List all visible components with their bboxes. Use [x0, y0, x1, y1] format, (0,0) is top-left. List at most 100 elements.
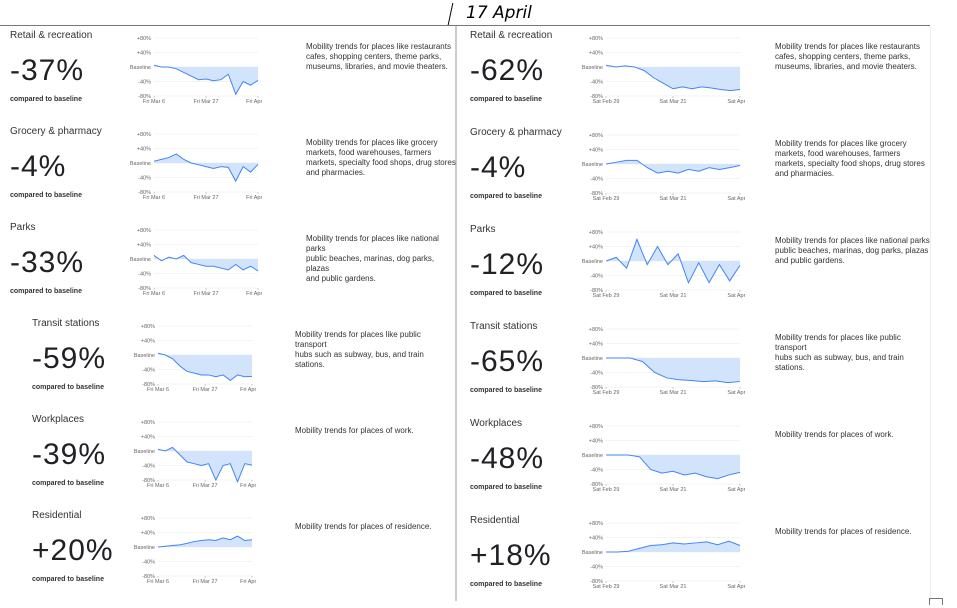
category-description: Mobility trends for places like national… [775, 236, 930, 265]
compared-label: compared to baseline [32, 480, 104, 487]
y-tick-label: +40% [589, 439, 603, 445]
trend-area [158, 536, 252, 547]
category-card: Parks -33% compared to baseline Mobility… [0, 218, 455, 314]
category-card: Workplaces -39% compared to baseline Mob… [0, 410, 455, 506]
trend-chart: +80% +40% Baseline -40% -80%Sat Feb 29 Sat Ma… [582, 327, 745, 396]
category-title: Parks [470, 224, 496, 235]
category-description: Mobility trends for places of residence. [775, 527, 912, 536]
x-tick-label: Fri Apr 17 [240, 387, 257, 393]
x-tick-label: Sat Apr 11 [727, 293, 745, 299]
y-tick-label: -40% [142, 368, 155, 374]
y-tick-label: -40% [590, 274, 603, 280]
trend-area [606, 541, 740, 552]
y-tick-label: -40% [138, 272, 151, 278]
trend-chart: +80% +40% Baseline -40% -80%Sat Feb 29 Sat Ma… [582, 133, 745, 202]
y-tick-label: Baseline [582, 550, 603, 556]
category-title: Residential [32, 510, 82, 521]
y-tick-label: Baseline [582, 162, 603, 168]
trend-chart: +80% +40% Baseline -40% -80%Sat Feb 29 Sat Ma… [582, 424, 745, 493]
trend-chart: +80% +40% Baseline -40% -80%Fri Mar 6 Fri Mar… [130, 132, 263, 201]
category-title: Grocery & pharmacy [470, 127, 562, 138]
category-card: Workplaces -48% compared to baseline Mob… [458, 414, 930, 511]
x-tick-label: Fri Apr 17 [246, 99, 263, 105]
x-tick-label: Sat Feb 29 [593, 99, 620, 105]
date-label: 17 April [466, 3, 532, 23]
y-tick-label: -80% [138, 190, 151, 196]
y-tick-label: -40% [138, 176, 151, 182]
trend-line [157, 352, 253, 382]
trend-line [606, 540, 741, 553]
category-description: Mobility trends for places like grocery … [306, 138, 456, 177]
y-tick-label: +40% [589, 536, 603, 542]
trend-chart: +80% +40% Baseline -40% -80%Fri Mar 6 Fri Mar… [130, 228, 263, 297]
y-tick-label: Baseline [582, 259, 603, 265]
category-description: Mobility trends for places like restaura… [775, 42, 920, 71]
compared-label: compared to baseline [10, 96, 82, 103]
percent-change: -39% [32, 438, 107, 471]
percent-change: -12% [470, 248, 545, 281]
trend-line [153, 254, 259, 272]
y-tick-label: Baseline [134, 353, 155, 359]
trend-chart: +80% +40% Baseline -40% -80%Fri Mar 6 Fri Mar… [134, 516, 257, 585]
category-title: Residential [470, 515, 520, 526]
x-tick-label: Sat Mar 21 [660, 390, 687, 396]
compared-label: compared to baseline [10, 192, 82, 199]
compared-label: compared to baseline [470, 193, 542, 200]
x-tick-label: Fri Mar 6 [143, 291, 165, 297]
left-report-panel: Retail & recreation -37% compared to bas… [0, 26, 456, 602]
y-tick-label: Baseline [134, 545, 155, 551]
trend-chart: +80% +40% Baseline -40% -80%Sat Feb 29 Sat Ma… [582, 521, 745, 590]
x-tick-label: Sat Apr 11 [727, 99, 745, 105]
x-tick-label: Sat Mar 21 [660, 99, 687, 105]
y-tick-label: +80% [141, 516, 155, 522]
category-description: Mobility trends for places of work. [295, 426, 414, 435]
y-tick-label: -80% [590, 385, 603, 391]
x-tick-label: Fri Apr 17 [240, 579, 257, 585]
x-tick-label: Sat Apr 11 [727, 196, 745, 202]
category-card: Retail & recreation -37% compared to bas… [0, 26, 455, 122]
y-tick-label: -80% [142, 574, 155, 580]
x-tick-label: Sat Feb 29 [593, 293, 620, 299]
trend-line [606, 454, 741, 480]
y-tick-label: Baseline [582, 356, 603, 362]
y-tick-label: -40% [590, 468, 603, 474]
category-card: Parks -12% compared to baseline Mobility… [458, 220, 930, 317]
y-tick-label: +80% [141, 420, 155, 426]
y-tick-label: -80% [138, 94, 151, 100]
y-tick-label: +80% [589, 424, 603, 430]
percent-change: +20% [32, 534, 114, 567]
trend-area [606, 455, 740, 479]
resize-handle [929, 598, 943, 605]
x-tick-label: Sat Apr 11 [727, 390, 745, 396]
trend-line [606, 357, 741, 384]
percent-change: -4% [470, 151, 527, 184]
category-title: Retail & recreation [470, 30, 553, 41]
trend-line [605, 237, 741, 285]
y-tick-label: -80% [142, 382, 155, 388]
y-tick-label: Baseline [582, 65, 603, 71]
y-tick-label: +40% [137, 147, 151, 153]
compared-label: compared to baseline [470, 484, 542, 491]
y-tick-label: +40% [589, 245, 603, 251]
y-tick-label: +80% [141, 324, 155, 330]
x-tick-label: Sat Mar 21 [660, 487, 687, 493]
y-tick-label: +40% [137, 51, 151, 57]
category-description: Mobility trends for places like grocery … [775, 139, 925, 178]
trend-chart: +80% +40% Baseline -40% -80%Fri Mar 6 Fri Mar… [134, 420, 257, 489]
category-description: Mobility trends for places like public t… [295, 330, 424, 369]
x-tick-label: Fri Mar 6 [143, 99, 165, 105]
x-tick-label: Fri Mar 27 [193, 291, 218, 297]
x-tick-label: Fri Mar 6 [143, 195, 165, 201]
y-tick-label: +40% [589, 51, 603, 57]
y-tick-label: +80% [589, 36, 603, 42]
trend-line [153, 153, 259, 183]
right-report-panel: Retail & recreation -62% compared to bas… [458, 26, 931, 601]
x-tick-label: Sat Feb 29 [593, 487, 620, 493]
trend-line [605, 64, 741, 92]
category-title: Workplaces [32, 414, 85, 425]
x-tick-label: Fri Apr 17 [240, 483, 257, 489]
x-tick-label: Fri Mar 6 [147, 483, 169, 489]
category-title: Workplaces [470, 418, 523, 429]
x-tick-label: Sat Feb 29 [593, 390, 620, 396]
y-tick-label: +80% [589, 327, 603, 333]
